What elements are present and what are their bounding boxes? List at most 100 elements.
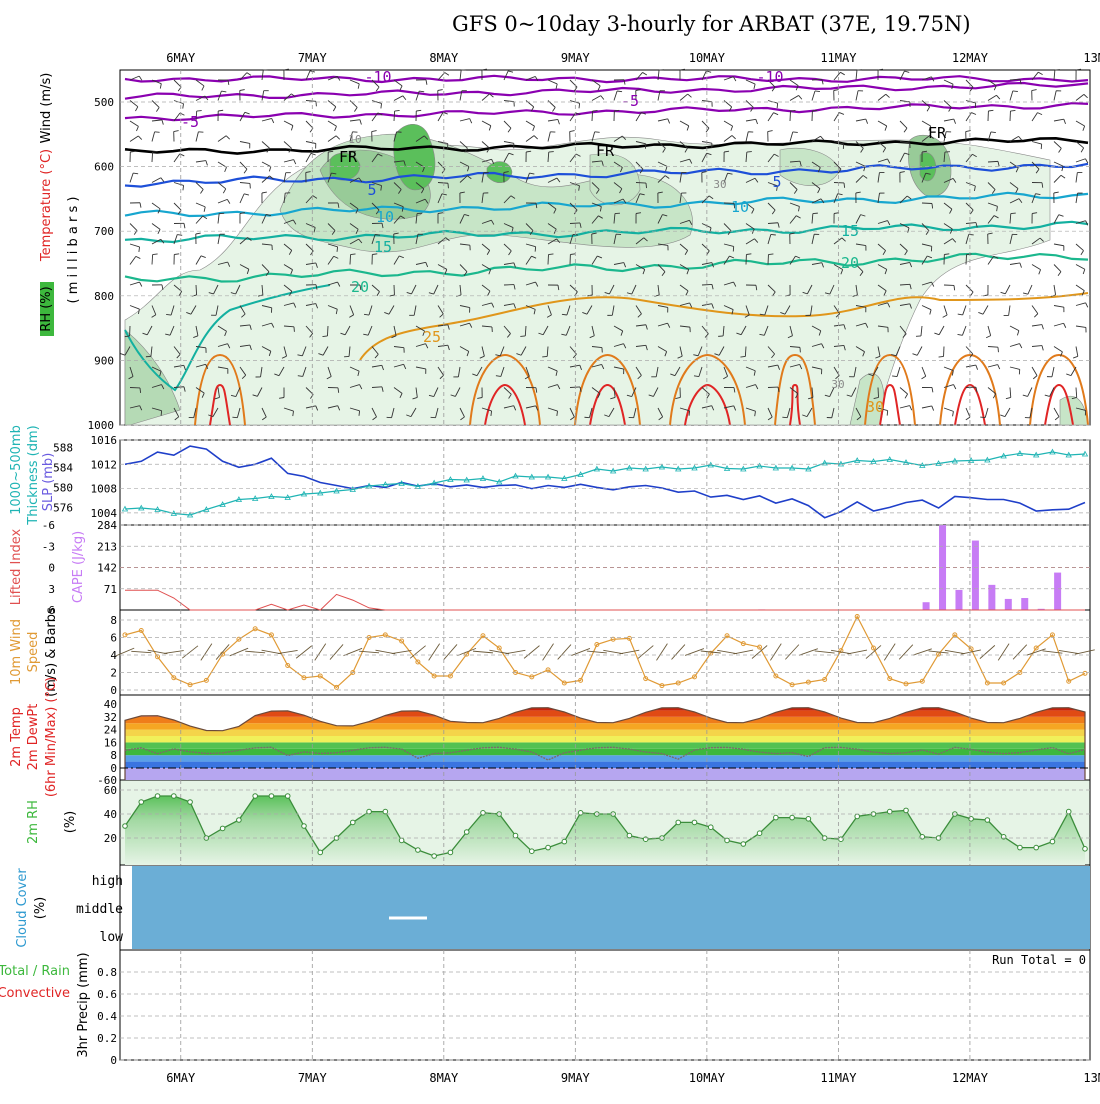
rh2m-point xyxy=(920,835,925,840)
date-label-bottom: 12MAY xyxy=(952,1071,989,1085)
temp-tick-label: 40 xyxy=(104,698,117,711)
precip-axis-label: 3hr Precip (mm) xyxy=(76,952,91,1057)
date-label-top: 11MAY xyxy=(820,51,857,65)
rh2m-point xyxy=(985,818,990,823)
wind-barb xyxy=(1013,91,1018,92)
wind-barb xyxy=(359,411,360,416)
cloud-level-label: high xyxy=(92,874,123,889)
wind-barb xyxy=(161,411,162,416)
thickness-tick-label: 584 xyxy=(53,462,73,475)
wind-barb xyxy=(969,234,974,235)
cape-bar xyxy=(972,541,979,610)
wind-barb xyxy=(394,111,395,121)
rh2m-point xyxy=(546,845,551,850)
rh2m-unit-label: (%) xyxy=(63,811,78,834)
date-label-top: 12MAY xyxy=(952,51,989,65)
temp2m-axis-label: 2m Temp xyxy=(9,707,24,767)
cape-tick-label: 142 xyxy=(97,562,117,575)
contour-label: -5 xyxy=(181,113,199,131)
wind-barb xyxy=(878,388,879,398)
precip-tick-label: 0 xyxy=(110,1054,117,1067)
wind-barb xyxy=(152,255,153,265)
rh2m-point xyxy=(1050,839,1055,844)
precip-total-label: Total / Rain xyxy=(0,964,70,979)
pressure-tick-label: 600 xyxy=(94,161,114,174)
li-tick-label: 3 xyxy=(48,583,55,596)
wind-barb xyxy=(153,151,158,152)
wind-barb xyxy=(793,132,798,133)
rh2m-point xyxy=(464,830,469,835)
wind-tick-label: 0 xyxy=(110,684,117,697)
wind-barb xyxy=(980,417,985,418)
slp-axis-label: SLP (mb) xyxy=(41,453,56,512)
date-label-top: 6MAY xyxy=(166,51,196,65)
precip-convective-label: Convective xyxy=(0,986,70,1001)
thickness-tick-label: 580 xyxy=(53,482,73,495)
wind-tick-label: 8 xyxy=(110,614,117,627)
thickness-axis-label: 1000~500mb xyxy=(9,425,24,515)
temp2m-unit-label: (6hr Min/Max) (°C) xyxy=(44,677,59,797)
contour-label: FR xyxy=(596,142,615,160)
date-label-bottom: 8MAY xyxy=(429,1071,459,1085)
wind-barb xyxy=(196,285,197,295)
contour-label: 25 xyxy=(423,328,441,346)
slp-tick-label: 1008 xyxy=(91,483,118,496)
precip-tick-label: 0.8 xyxy=(97,966,117,979)
cloud-level-label: middle xyxy=(76,902,123,917)
wind-barb xyxy=(636,183,646,184)
rh2m-point xyxy=(855,814,860,819)
wind10-axis-label: 10m Wind xyxy=(9,619,24,685)
wind-barb xyxy=(592,111,593,121)
pressure-tick-label: 500 xyxy=(94,96,114,109)
wind-barb xyxy=(395,110,400,111)
wind-barb xyxy=(140,388,141,393)
wind-barb xyxy=(593,110,598,111)
cape-bar xyxy=(955,590,962,610)
wind-axis-label: Wind (m/s) xyxy=(39,73,54,144)
contour-label: 30 xyxy=(713,178,726,191)
cape-bar xyxy=(1054,573,1061,610)
rh2m-point xyxy=(676,820,681,825)
date-label-bottom: 10MAY xyxy=(689,1071,726,1085)
wind-barb xyxy=(768,254,773,255)
wind-barb xyxy=(152,152,153,162)
dewpt-axis-label: 2m DewPt xyxy=(26,704,41,771)
precip-panel xyxy=(120,950,1090,1060)
contour-label: FR xyxy=(339,148,358,166)
rh2m-point xyxy=(741,842,746,847)
rh2m-point xyxy=(188,800,193,805)
cape-bar xyxy=(1021,598,1028,610)
rh2m-point xyxy=(969,817,974,822)
wind-barb xyxy=(967,254,972,255)
rh2m-point xyxy=(562,839,567,844)
rh2m-point xyxy=(643,837,648,842)
temp-band xyxy=(120,736,1090,742)
pressure-axis-label: ( m i l l i b a r s ) xyxy=(66,197,81,304)
contour-label: 10 xyxy=(731,198,749,216)
wind-barb xyxy=(988,110,993,111)
cloud-unit-label: (%) xyxy=(33,897,48,920)
wind-barb xyxy=(548,254,553,255)
cape-tick-label: 71 xyxy=(104,583,117,596)
wind-barb xyxy=(579,103,580,108)
rh2m-point xyxy=(757,831,762,836)
temp-band xyxy=(120,730,1090,736)
wind-barb xyxy=(1010,110,1015,111)
precip-tick-label: 0.6 xyxy=(97,988,117,1001)
contour-label: 5 xyxy=(367,181,376,199)
rh2m-point xyxy=(285,794,290,799)
run-total-label: Run Total = 0 xyxy=(992,953,1086,967)
wind-barb xyxy=(322,336,327,337)
rh-axis-label: RH (%) xyxy=(39,286,54,331)
contour-label: 10 xyxy=(348,133,361,146)
rh2m-point xyxy=(839,837,844,842)
rh2m-point xyxy=(481,811,486,816)
wind10-speed-label: Speed xyxy=(26,632,41,673)
wind-barb xyxy=(771,234,776,235)
rh2m-tick-label: 40 xyxy=(104,808,117,821)
slp-tick-label: 1016 xyxy=(91,434,118,447)
rh2m-point xyxy=(416,848,421,853)
rh2m-point xyxy=(708,825,713,830)
slp-tick-label: 1004 xyxy=(91,507,118,520)
temp-band xyxy=(120,723,1090,729)
